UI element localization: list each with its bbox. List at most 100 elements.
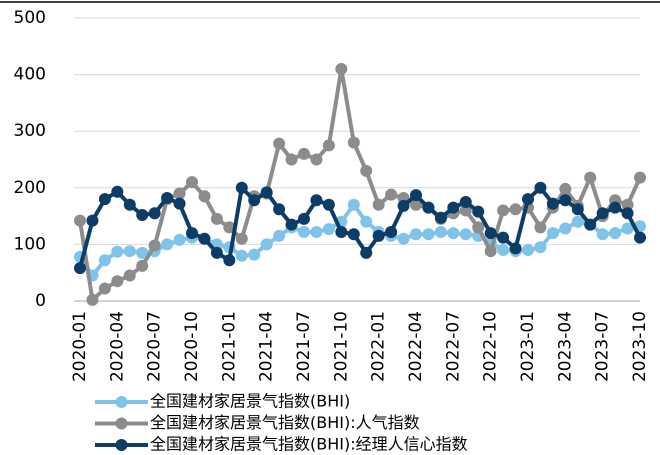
point — [360, 246, 373, 259]
point — [634, 231, 646, 244]
point — [148, 239, 161, 252]
point — [273, 203, 286, 216]
point — [186, 176, 198, 189]
point — [634, 171, 646, 184]
point — [497, 231, 510, 244]
point — [298, 212, 310, 225]
point — [210, 212, 223, 225]
point — [235, 232, 248, 245]
point — [559, 182, 572, 195]
y-tick-label: 500 — [14, 8, 46, 28]
point — [173, 233, 186, 246]
point — [260, 238, 273, 251]
point — [74, 262, 86, 275]
point — [372, 198, 385, 211]
point — [86, 214, 99, 227]
x-tick-label: 2022-07 — [443, 311, 463, 382]
point — [534, 221, 547, 234]
point — [559, 222, 572, 235]
x-tick-label: 2020-01 — [70, 311, 90, 382]
point — [98, 193, 111, 206]
point — [136, 208, 149, 221]
point — [298, 225, 310, 238]
point — [497, 204, 510, 217]
point — [385, 225, 398, 238]
point — [347, 228, 360, 241]
legend-label: 全国建材家居景气指数(BHI) — [150, 392, 350, 411]
x-tick-label: 2020-10 — [182, 311, 202, 382]
point — [248, 194, 261, 207]
point — [459, 195, 472, 208]
point — [322, 139, 335, 152]
point — [609, 201, 622, 214]
series-line — [78, 185, 642, 269]
legend-label: 全国建材家居景气指数(BHI):人气指数 — [150, 413, 420, 432]
point — [459, 204, 472, 217]
y-tick-label: 300 — [14, 121, 46, 141]
point — [198, 232, 211, 245]
point — [235, 249, 248, 262]
point — [98, 254, 111, 267]
point — [111, 245, 124, 258]
point — [136, 259, 149, 272]
point — [509, 203, 522, 216]
point — [459, 228, 472, 241]
point — [472, 205, 485, 218]
point — [434, 225, 447, 238]
point — [410, 189, 422, 202]
point — [410, 198, 422, 211]
x-tick-label: 2021-01 — [219, 311, 239, 382]
point — [522, 193, 534, 206]
point — [534, 241, 547, 254]
series-line — [78, 66, 642, 302]
point — [186, 227, 198, 240]
point — [534, 181, 547, 194]
point — [198, 190, 211, 203]
point — [322, 223, 335, 236]
point — [472, 221, 485, 234]
point — [497, 244, 510, 257]
point — [484, 227, 497, 240]
point — [596, 207, 609, 220]
point — [335, 225, 348, 238]
point — [322, 198, 335, 211]
point — [123, 269, 136, 282]
point — [522, 244, 534, 257]
point — [397, 199, 410, 212]
point — [111, 185, 124, 198]
y-tick-label: 100 — [14, 234, 46, 254]
point — [447, 201, 460, 214]
point — [335, 62, 348, 75]
point — [509, 242, 522, 255]
point — [546, 197, 559, 210]
point — [434, 211, 447, 224]
x-tick-label: 2022-04 — [406, 311, 426, 382]
y-tick-label: 200 — [14, 178, 46, 198]
point — [248, 248, 261, 261]
point — [447, 227, 460, 240]
point — [310, 225, 323, 238]
point — [385, 188, 398, 201]
legend-marker — [115, 439, 128, 451]
point — [310, 153, 323, 166]
point — [173, 197, 186, 210]
x-tick-label: 2022-10 — [481, 311, 501, 382]
x-tick-label: 2023-04 — [555, 311, 575, 382]
point — [260, 186, 273, 199]
point — [347, 198, 360, 211]
point — [484, 245, 497, 258]
point — [298, 147, 310, 160]
point — [360, 215, 373, 228]
legend-marker — [115, 396, 128, 408]
point — [273, 229, 286, 242]
point — [410, 228, 422, 241]
y-tick-label: 400 — [14, 65, 46, 85]
x-tick-label: 2023-01 — [518, 311, 538, 382]
point — [584, 171, 597, 184]
point — [86, 293, 99, 306]
series-line — [78, 202, 641, 278]
point — [123, 245, 136, 258]
point — [148, 207, 161, 220]
point — [223, 254, 236, 267]
